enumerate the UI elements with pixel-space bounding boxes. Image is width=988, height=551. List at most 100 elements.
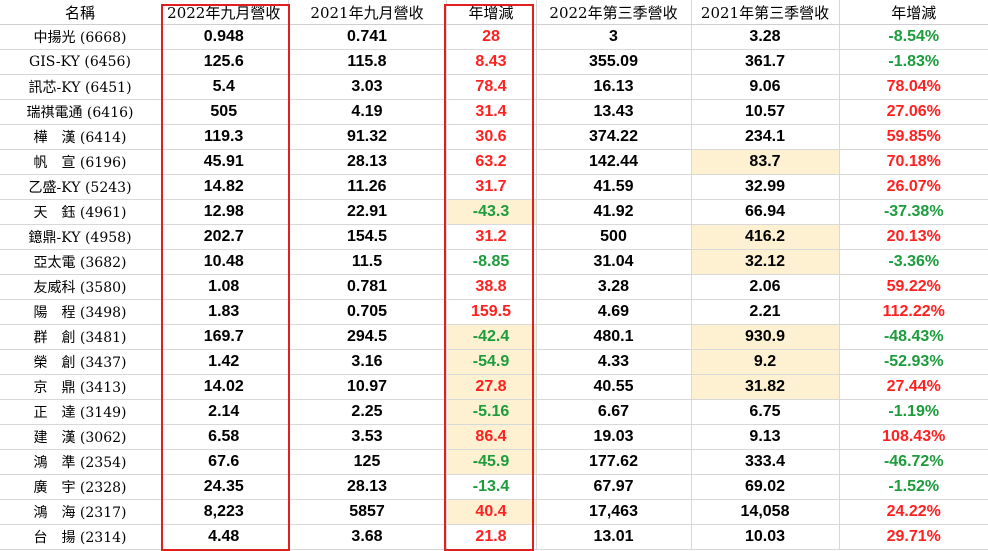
- cell-sep-2022: 125.6: [160, 49, 288, 75]
- cell-q3-2021: 31.82: [690, 374, 839, 400]
- table-row: 中揚光 (6668) 0.948 0.741 28 3 3.28 -8.54%: [0, 24, 988, 50]
- cell-q3-yoy: 70.18%: [838, 149, 988, 175]
- cell-q3-yoy: -1.83%: [838, 49, 988, 75]
- cell-sep-2021: 11.26: [287, 174, 446, 200]
- cell-sep-2022: 67.6: [160, 449, 288, 475]
- cell-sep-2021: 22.91: [287, 199, 446, 225]
- cell-name: 榮 創 (3437): [0, 349, 160, 375]
- cell-q3-yoy: 20.13%: [838, 224, 988, 250]
- header-sep-2021: 2021年九月營收: [287, 0, 446, 25]
- cell-q3-2022: 40.55: [535, 374, 691, 400]
- cell-sep-2021: 3.53: [287, 424, 446, 450]
- header-q3-2022: 2022年第三季營收: [535, 0, 691, 25]
- cell-q3-2022: 31.04: [535, 249, 691, 275]
- cell-name: 中揚光 (6668): [0, 24, 160, 50]
- cell-sep-2022: 8,223: [160, 499, 288, 525]
- cell-q3-2022: 374.22: [535, 124, 691, 150]
- table-row: 友威科 (3580) 1.08 0.781 38.8 3.28 2.06 59.22%: [0, 274, 988, 300]
- table-row: 乙盛-KY (5243) 14.82 11.26 31.7 41.59 32.99 26.0…: [0, 174, 988, 200]
- cell-sep-2022: 0.948: [160, 24, 288, 50]
- cell-sep-2022: 1.83: [160, 299, 288, 325]
- cell-sep-yoy: -42.4: [445, 324, 536, 350]
- cell-q3-yoy: 26.07%: [838, 174, 988, 200]
- cell-q3-yoy: 27.06%: [838, 99, 988, 125]
- cell-name: 台 揚 (2314): [0, 524, 160, 550]
- cell-name: 陽 程 (3498): [0, 299, 160, 325]
- cell-q3-2021: 930.9: [690, 324, 839, 350]
- cell-q3-yoy: 112.22%: [838, 299, 988, 325]
- cell-sep-2022: 24.35: [160, 474, 288, 500]
- cell-q3-2022: 16.13: [535, 74, 691, 100]
- cell-q3-2021: 6.75: [690, 399, 839, 425]
- cell-sep-yoy: 40.4: [445, 499, 536, 525]
- cell-q3-2022: 6.67: [535, 399, 691, 425]
- cell-sep-2021: 294.5: [287, 324, 446, 350]
- cell-q3-2022: 500: [535, 224, 691, 250]
- cell-name: 瑞祺電通 (6416): [0, 99, 160, 125]
- cell-q3-2021: 333.4: [690, 449, 839, 475]
- cell-sep-yoy: 86.4: [445, 424, 536, 450]
- cell-sep-2022: 6.58: [160, 424, 288, 450]
- cell-sep-2022: 1.42: [160, 349, 288, 375]
- cell-sep-2021: 0.781: [287, 274, 446, 300]
- cell-sep-2021: 91.32: [287, 124, 446, 150]
- cell-q3-2021: 69.02: [690, 474, 839, 500]
- table-row: 樺 漢 (6414) 119.3 91.32 30.6 374.22 234.1 59.85…: [0, 124, 988, 150]
- cell-q3-yoy: 59.22%: [838, 274, 988, 300]
- cell-sep-2021: 28.13: [287, 474, 446, 500]
- cell-q3-yoy: -48.43%: [838, 324, 988, 350]
- table-row: 鴻 準 (2354) 67.6 125 -45.9 177.62 333.4 -46.72%: [0, 449, 988, 475]
- cell-q3-yoy: -1.52%: [838, 474, 988, 500]
- cell-q3-yoy: 29.71%: [838, 524, 988, 550]
- cell-q3-2022: 13.43: [535, 99, 691, 125]
- cell-q3-2021: 66.94: [690, 199, 839, 225]
- cell-q3-2022: 3: [535, 24, 691, 50]
- cell-sep-yoy: 27.8: [445, 374, 536, 400]
- cell-sep-yoy: 63.2: [445, 149, 536, 175]
- cell-q3-2021: 9.2: [690, 349, 839, 375]
- cell-q3-yoy: -46.72%: [838, 449, 988, 475]
- cell-name: 天 鈺 (4961): [0, 199, 160, 225]
- table-row: 瑞祺電通 (6416) 505 4.19 31.4 13.43 10.57 27.06%: [0, 99, 988, 125]
- cell-sep-2022: 119.3: [160, 124, 288, 150]
- cell-q3-2022: 480.1: [535, 324, 691, 350]
- cell-q3-yoy: 78.04%: [838, 74, 988, 100]
- header-name: 名稱: [0, 0, 160, 25]
- cell-q3-2021: 32.99: [690, 174, 839, 200]
- cell-q3-2022: 17,463: [535, 499, 691, 525]
- cell-name: 樺 漢 (6414): [0, 124, 160, 150]
- cell-q3-2021: 416.2: [690, 224, 839, 250]
- cell-sep-2022: 169.7: [160, 324, 288, 350]
- cell-sep-2022: 45.91: [160, 149, 288, 175]
- cell-sep-2022: 5.4: [160, 74, 288, 100]
- cell-q3-2021: 2.21: [690, 299, 839, 325]
- table-row: 帆 宣 (6196) 45.91 28.13 63.2 142.44 83.7 70.18%: [0, 149, 988, 175]
- cell-sep-2021: 4.19: [287, 99, 446, 125]
- header-q3-yoy: 年增減: [838, 0, 988, 25]
- cell-sep-yoy: 30.6: [445, 124, 536, 150]
- cell-sep-2022: 12.98: [160, 199, 288, 225]
- cell-q3-2022: 142.44: [535, 149, 691, 175]
- cell-sep-yoy: 159.5: [445, 299, 536, 325]
- cell-sep-2022: 4.48: [160, 524, 288, 550]
- cell-q3-yoy: -37.38%: [838, 199, 988, 225]
- table-row: 天 鈺 (4961) 12.98 22.91 -43.3 41.92 66.94 -37.3…: [0, 199, 988, 225]
- cell-name: 亞太電 (3682): [0, 249, 160, 275]
- cell-q3-2022: 41.59: [535, 174, 691, 200]
- cell-sep-2022: 14.82: [160, 174, 288, 200]
- cell-name: 建 漢 (3062): [0, 424, 160, 450]
- cell-q3-2021: 10.03: [690, 524, 839, 550]
- cell-sep-yoy: 31.4: [445, 99, 536, 125]
- cell-q3-2022: 13.01: [535, 524, 691, 550]
- cell-q3-2021: 83.7: [690, 149, 839, 175]
- cell-q3-2021: 32.12: [690, 249, 839, 275]
- cell-name: 正 達 (3149): [0, 399, 160, 425]
- table-row: 正 達 (3149) 2.14 2.25 -5.16 6.67 6.75 -1.19%: [0, 399, 988, 425]
- cell-q3-2022: 177.62: [535, 449, 691, 475]
- cell-sep-yoy: 21.8: [445, 524, 536, 550]
- cell-sep-2021: 28.13: [287, 149, 446, 175]
- cell-name: 訊芯-KY (6451): [0, 74, 160, 100]
- cell-q3-yoy: 59.85%: [838, 124, 988, 150]
- cell-sep-2021: 3.68: [287, 524, 446, 550]
